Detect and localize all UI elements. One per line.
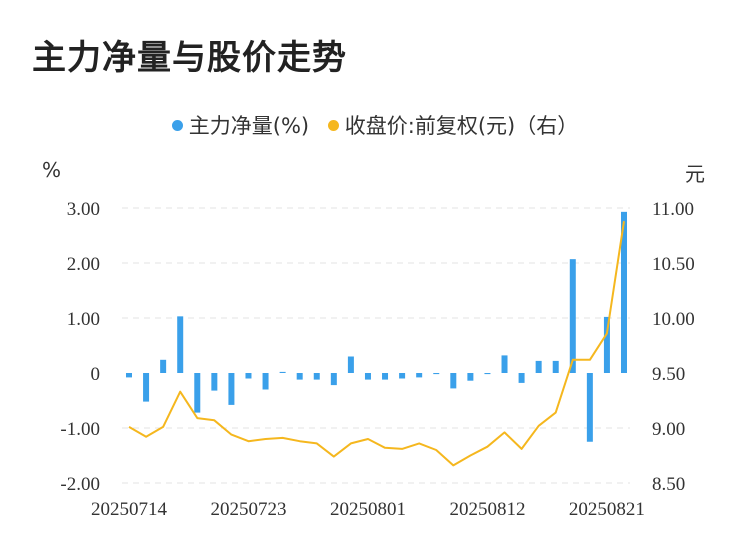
bar bbox=[330, 373, 337, 386]
right-tick-label: 9.00 bbox=[652, 419, 685, 440]
bar bbox=[194, 373, 201, 413]
left-axis-unit: % bbox=[42, 158, 62, 182]
x-tick-label: 20250812 bbox=[449, 499, 525, 520]
bar bbox=[416, 373, 423, 378]
bar bbox=[603, 316, 610, 373]
bar bbox=[143, 373, 150, 402]
bar bbox=[279, 371, 286, 373]
right-tick-label: 11.00 bbox=[652, 199, 694, 220]
bar bbox=[211, 373, 218, 391]
x-tick-label: 20250821 bbox=[569, 499, 645, 520]
chart-title: 主力净量与股价走势 bbox=[32, 38, 347, 78]
bar bbox=[347, 356, 354, 373]
bar bbox=[586, 373, 593, 442]
right-tick-label: 10.00 bbox=[652, 309, 695, 330]
bar bbox=[228, 373, 235, 405]
left-tick-label: -2.00 bbox=[60, 474, 100, 495]
right-tick-label: 9.50 bbox=[652, 364, 685, 385]
price-line bbox=[128, 221, 625, 467]
bar bbox=[296, 373, 303, 380]
bar bbox=[501, 355, 508, 373]
legend-item-bar[interactable]: 主力净量(%) bbox=[171, 110, 310, 140]
legend-line-label: 收盘价:前复权(元)（右） bbox=[344, 114, 579, 138]
legend-bar-dot bbox=[171, 120, 183, 131]
bar bbox=[433, 373, 440, 375]
left-tick-label: -1.00 bbox=[60, 419, 100, 440]
bar bbox=[177, 316, 184, 373]
left-tick-label: 0 bbox=[91, 364, 101, 385]
legend-item-line[interactable]: 收盘价:前复权(元)（右） bbox=[327, 110, 579, 140]
bar bbox=[450, 373, 457, 389]
bar bbox=[313, 373, 320, 380]
bar bbox=[467, 373, 474, 381]
bar bbox=[262, 373, 269, 390]
right-tick-label: 10.50 bbox=[652, 254, 695, 275]
bar bbox=[382, 373, 389, 380]
left-tick-label: 3.00 bbox=[67, 199, 100, 220]
bar bbox=[621, 211, 627, 373]
bar bbox=[245, 373, 252, 379]
legend-line-dot bbox=[327, 120, 339, 131]
left-tick-label: 2.00 bbox=[67, 254, 100, 275]
x-tick-label: 20250801 bbox=[330, 499, 406, 520]
bar bbox=[569, 259, 576, 373]
bar bbox=[535, 360, 542, 373]
bar bbox=[160, 359, 167, 373]
bar bbox=[484, 373, 491, 375]
left-tick-label: 1.00 bbox=[67, 309, 100, 330]
bar bbox=[399, 373, 406, 379]
legend-bar-label: 主力净量(%) bbox=[188, 114, 310, 138]
right-tick-label: 8.50 bbox=[652, 474, 685, 495]
x-tick-label: 20250714 bbox=[91, 499, 168, 520]
bar bbox=[364, 373, 371, 380]
legend: 主力净量(%) 收盘价:前复权(元)（右） bbox=[0, 110, 750, 140]
bar bbox=[552, 360, 559, 373]
bar bbox=[518, 373, 525, 383]
x-tick-label: 20250723 bbox=[210, 499, 286, 520]
right-axis-unit: 元 bbox=[685, 162, 705, 186]
bar bbox=[126, 373, 132, 378]
